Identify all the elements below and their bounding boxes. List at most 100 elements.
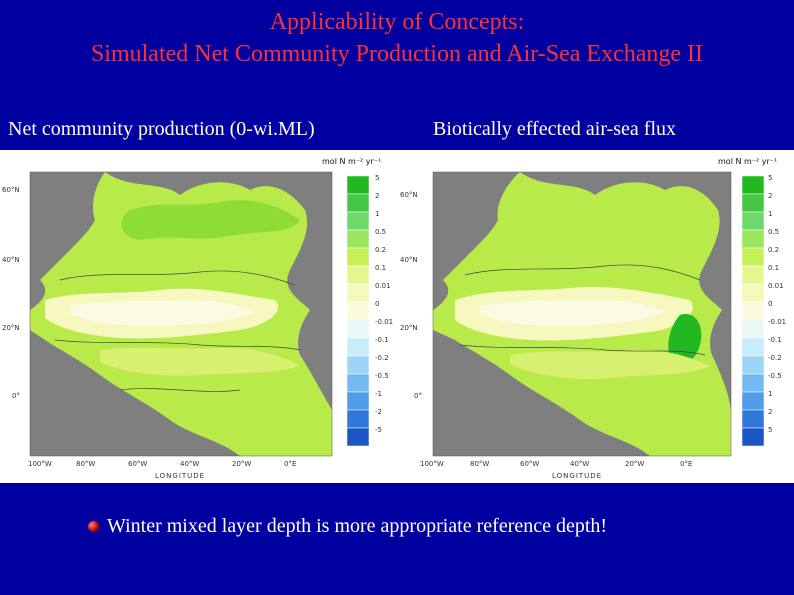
right-colorbar-swatch xyxy=(741,319,765,339)
left-lon-tick: 60°W xyxy=(128,460,147,468)
left-lat-tick: 20°N xyxy=(2,324,20,332)
left-colorbar-tick: 0.01 xyxy=(375,282,391,290)
left-lat-tick: 0° xyxy=(12,392,20,400)
right-colorbar-tick: 5 xyxy=(768,426,772,434)
left-colorbar-tick: -0.2 xyxy=(375,354,389,362)
left-lat-tick: 40°N xyxy=(2,256,20,264)
left-colorbar-tick: -2 xyxy=(375,408,382,416)
right-colorbar-tick: 0.2 xyxy=(768,246,779,254)
right-map-contour xyxy=(459,264,706,356)
right-map-upwelling xyxy=(668,314,702,366)
right-colorbar-swatch xyxy=(741,337,765,357)
left-colorbar-tick: -0.5 xyxy=(375,372,389,380)
left-xlabel: LONGITUDE xyxy=(155,472,205,480)
bullet-item: Winter mixed layer depth is more appropr… xyxy=(88,515,607,538)
right-lat-tick: 0° xyxy=(414,392,422,400)
bullet-text: Winter mixed layer depth is more appropr… xyxy=(107,515,608,537)
right-lon-tick: 40°W xyxy=(570,460,589,468)
left-colorbar: 5 2 1 0.5 0.2 0.1 0.01 0 -0.01 -0.1 -0.2 -0.5 -1 -2 -5 xyxy=(346,174,393,447)
right-map-equatorial-band xyxy=(510,349,710,380)
right-lon-tick: 100°W xyxy=(420,460,444,468)
left-map: 60°N 40°N 20°N 0° 100°W 80°W 60°W 40°W 2… xyxy=(2,157,393,480)
left-colorbar-swatch xyxy=(346,301,370,321)
right-colorbar-tick: 0 xyxy=(768,300,772,308)
right-lon-tick: 20°W xyxy=(625,460,644,468)
right-panel-label: Biotically effected air-sea flux xyxy=(433,118,677,140)
right-colorbar-swatch xyxy=(741,247,765,267)
left-colorbar-tick: -1 xyxy=(375,390,382,398)
left-colorbar-swatch xyxy=(346,283,370,303)
left-lat-tick: 60°N xyxy=(2,186,20,194)
left-colorbar-tick: 5 xyxy=(375,174,379,182)
right-colorbar-swatch xyxy=(741,373,765,393)
right-colorbar-swatch xyxy=(741,229,765,249)
left-colorbar-tick: 2 xyxy=(375,192,379,200)
left-colorbar-tick: 0.5 xyxy=(375,228,386,236)
right-colorbar-swatch xyxy=(741,193,765,213)
right-colorbar-tick: 1 xyxy=(768,210,772,218)
left-lon-tick: 0°E xyxy=(284,460,296,468)
right-colorbar-swatch xyxy=(741,409,765,429)
right-lat-tick: 20°N xyxy=(400,324,418,332)
left-panel-label: Net community production (0-wi.ML) xyxy=(8,118,315,140)
right-colorbar-tick: 0.01 xyxy=(768,282,784,290)
title-line-1: Applicability of Concepts: xyxy=(269,9,525,35)
left-colorbar-swatch xyxy=(346,247,370,267)
right-colorbar-swatch xyxy=(741,301,765,321)
left-colorbar-swatch xyxy=(346,319,370,339)
left-colorbar-tick: 0.1 xyxy=(375,264,386,272)
left-map-gyre-core xyxy=(70,300,255,327)
left-colorbar-swatch xyxy=(346,337,370,357)
right-colorbar-swatch xyxy=(741,427,765,447)
left-lon-tick: 100°W xyxy=(28,460,52,468)
right-colorbar-tick: 0.1 xyxy=(768,264,779,272)
right-colorbar-tick: 1 xyxy=(768,390,772,398)
slide-title: Applicability of Concepts: Simulated Net… xyxy=(0,6,794,70)
right-colorbar-tick: 2 xyxy=(768,192,772,200)
right-colorbar-tick: -0.1 xyxy=(768,336,782,344)
left-map-nadw-band xyxy=(121,200,300,240)
maps-figure: 60°N 40°N 20°N 0° 100°W 80°W 60°W 40°W 2… xyxy=(0,150,794,483)
left-colorbar-swatch xyxy=(346,193,370,213)
right-lat-tick: 60°N xyxy=(400,191,418,199)
right-colorbar-tick: 2 xyxy=(768,408,772,416)
left-map-contour xyxy=(54,270,301,392)
left-colorbar-swatch xyxy=(346,211,370,231)
left-colorbar-tick: -0.01 xyxy=(375,318,393,326)
left-unit: mol N m⁻² yr⁻¹ xyxy=(322,157,381,166)
left-colorbar-swatch xyxy=(346,391,370,411)
left-map-frame xyxy=(29,171,333,457)
left-lon-tick: 20°W xyxy=(232,460,251,468)
right-colorbar-swatch xyxy=(741,391,765,411)
left-colorbar-tick: 0 xyxy=(375,300,379,308)
right-colorbar-tick: -0.01 xyxy=(768,318,786,326)
left-lon-tick: 80°W xyxy=(76,460,95,468)
right-colorbar-swatch xyxy=(741,355,765,375)
maps-svg: 60°N 40°N 20°N 0° 100°W 80°W 60°W 40°W 2… xyxy=(2,157,786,480)
right-map-gyre-core xyxy=(480,300,665,327)
left-colorbar-tick: -0.1 xyxy=(375,336,389,344)
left-colorbar-swatch xyxy=(346,229,370,249)
right-lon-tick: 0°E xyxy=(680,460,692,468)
left-colorbar-swatch xyxy=(346,373,370,393)
right-lon-tick: 80°W xyxy=(470,460,489,468)
right-map-frame xyxy=(432,171,732,457)
left-colorbar-tick: 0.2 xyxy=(375,246,386,254)
right-colorbar-swatch xyxy=(741,175,765,195)
left-colorbar-tick: -5 xyxy=(375,426,382,434)
right-lat-tick: 40°N xyxy=(400,256,418,264)
right-unit: mol N m⁻² yr⁻¹ xyxy=(718,157,777,166)
left-colorbar-tick: 1 xyxy=(375,210,379,218)
right-colorbar: 5 2 1 0.5 0.2 0.1 0.01 0 -0.01 -0.1 -0.2 -0.5 1 2 5 xyxy=(741,174,786,447)
left-colorbar-swatch xyxy=(346,427,370,447)
left-colorbar-swatch xyxy=(346,355,370,375)
right-colorbar-tick: -0.5 xyxy=(768,372,782,380)
right-xlabel: LONGITUDE xyxy=(552,472,602,480)
left-colorbar-swatch xyxy=(346,175,370,195)
right-map: 60°N 40°N 20°N 0° 100°W 80°W 60°W 40°W 2… xyxy=(400,157,786,480)
right-colorbar-tick: 0.5 xyxy=(768,228,779,236)
right-lon-tick: 60°W xyxy=(520,460,539,468)
right-colorbar-tick: -0.2 xyxy=(768,354,782,362)
right-colorbar-swatch xyxy=(741,211,765,231)
right-colorbar-swatch xyxy=(741,283,765,303)
